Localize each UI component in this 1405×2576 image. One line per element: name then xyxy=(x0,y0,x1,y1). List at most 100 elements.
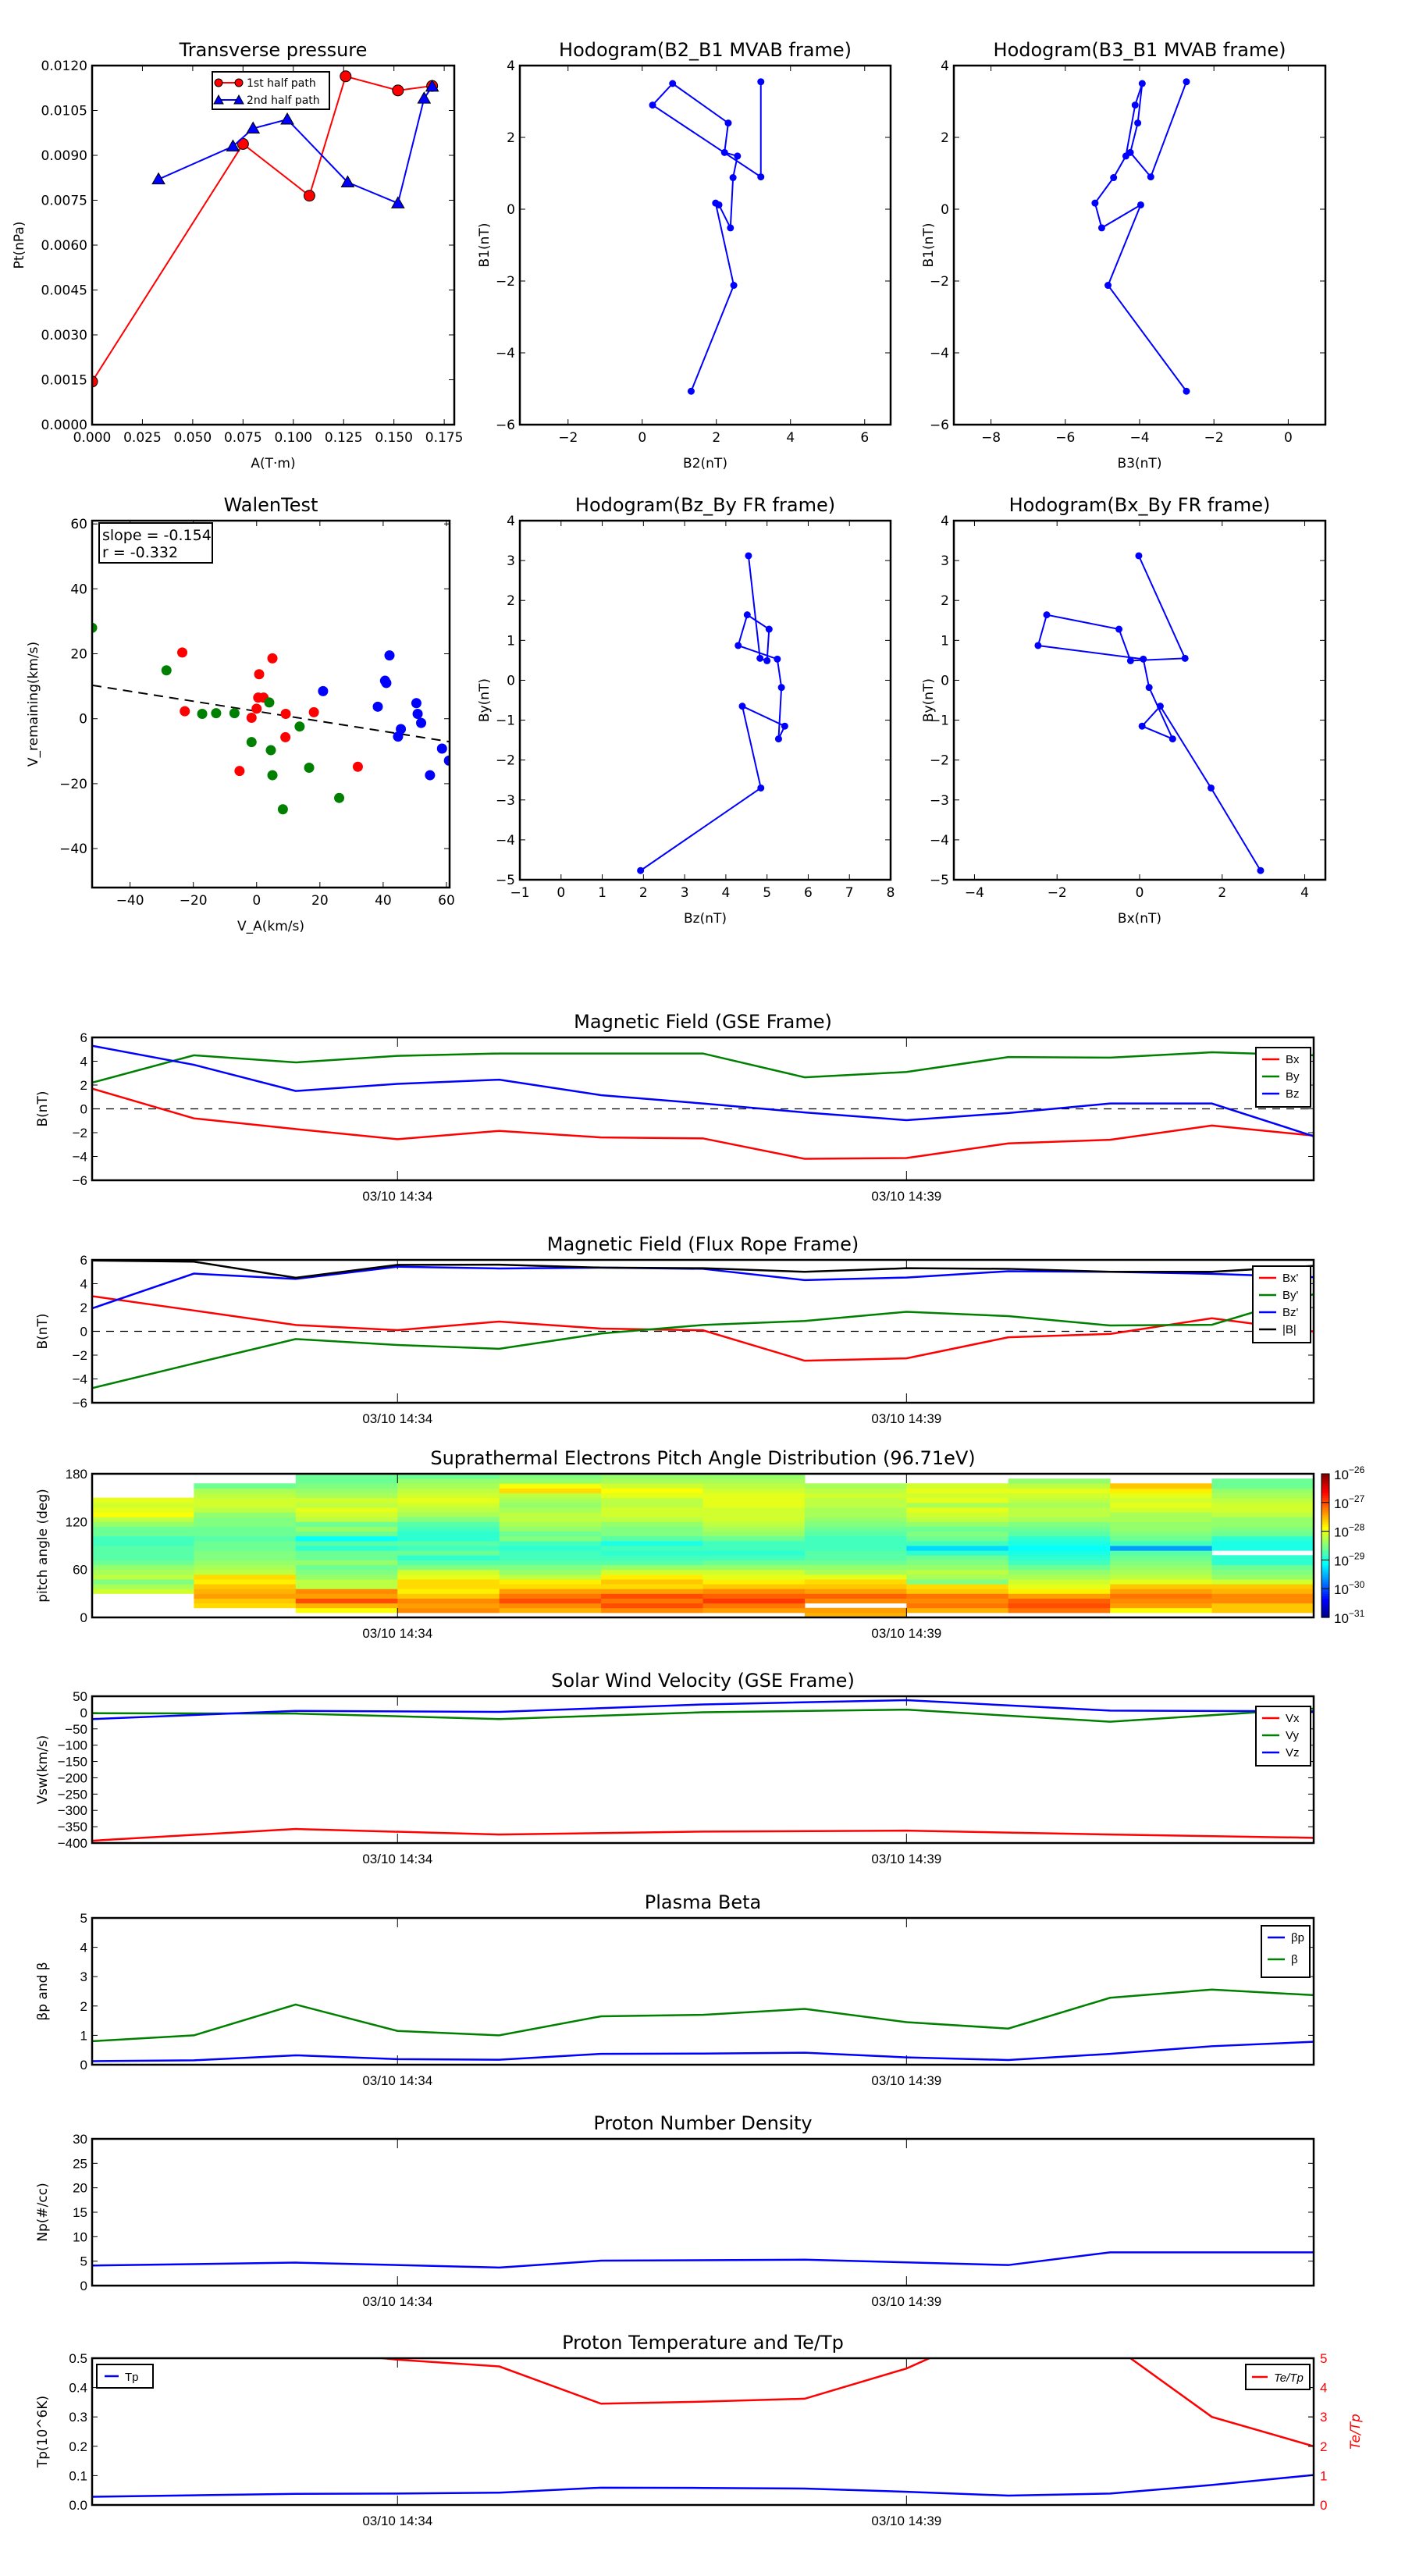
x-tick-label: −20 xyxy=(180,893,208,909)
heatmap-cell xyxy=(1008,1564,1111,1571)
heatmap-cell xyxy=(397,1478,500,1484)
heatmap-cell xyxy=(499,1483,602,1489)
heatmap-cell xyxy=(397,1607,500,1614)
heatmap-cell xyxy=(1110,1502,1213,1508)
y-tick-label: 2 xyxy=(80,1999,87,2014)
data-point xyxy=(729,174,737,182)
heatmap-cell xyxy=(804,1607,907,1614)
colorbar-segment xyxy=(1321,1593,1329,1596)
heatmap-cell xyxy=(702,1483,806,1489)
heatmap-cell xyxy=(1211,1531,1314,1537)
fit-line xyxy=(91,684,450,743)
heatmap-cell xyxy=(1110,1488,1213,1494)
colorbar-segment xyxy=(1321,1546,1329,1549)
heatmap-cell xyxy=(499,1607,602,1614)
legend-marker xyxy=(233,94,244,105)
heatmap-cell xyxy=(1110,1593,1213,1599)
heatmap-cell xyxy=(1211,1574,1314,1580)
x-tick-label: 5 xyxy=(763,885,771,901)
legend-label: β xyxy=(1291,1953,1298,1966)
chart-title: Magnetic Field (Flux Rope Frame) xyxy=(547,1233,859,1255)
heatmap-cell xyxy=(1211,1598,1314,1604)
heatmap-cell xyxy=(804,1578,907,1585)
chart-solar-wind-velocity: Solar Wind Velocity (GSE Frame) −400 −350 −… xyxy=(35,1670,1315,1866)
heatmap-cell xyxy=(1110,1550,1213,1556)
colorbar-segment xyxy=(1321,1610,1329,1614)
colorbar-segment xyxy=(1321,1521,1329,1525)
heatmap-cell xyxy=(295,1564,398,1571)
series-line-Vz xyxy=(92,1699,1314,1720)
heatmap-cell xyxy=(702,1560,806,1566)
series-line-1st-half-path xyxy=(91,75,432,382)
heatmap-cell xyxy=(397,1517,500,1522)
heatmap-cell xyxy=(1211,1535,1314,1542)
heatmap-cell xyxy=(397,1589,500,1594)
heatmap-cell xyxy=(194,1488,297,1494)
y-tick-label: 0 xyxy=(80,2058,87,2073)
colorbar-segment xyxy=(1321,1519,1329,1522)
heatmap-cell xyxy=(499,1569,602,1575)
colorbar-segment xyxy=(1321,1497,1329,1501)
data-point xyxy=(340,70,352,83)
series-line-Np xyxy=(92,2251,1314,2269)
heatmap-cell xyxy=(1008,1603,1111,1609)
heatmap-cell xyxy=(1110,1526,1213,1532)
heatmap-cell xyxy=(1008,1593,1111,1599)
annotation-box xyxy=(98,522,213,564)
y-tick-label: 0.3 xyxy=(69,2410,87,2425)
y-tick-label: −100 xyxy=(58,1738,87,1753)
x-tick-label: 0 xyxy=(252,893,261,909)
colorbar-segment xyxy=(1321,1507,1329,1510)
x-tick-label: 7 xyxy=(845,885,854,901)
y-tick-label: 0.0015 xyxy=(41,373,87,389)
scatter-point xyxy=(334,792,345,803)
heatmap-cell xyxy=(804,1488,907,1494)
scatter-point xyxy=(425,770,436,781)
heatmap-cell xyxy=(194,1584,297,1589)
heatmap-cell xyxy=(295,1569,398,1575)
colorbar-segment xyxy=(1321,1550,1329,1553)
heatmap-cell xyxy=(295,1593,398,1599)
y-tick-label: 5 xyxy=(80,2254,87,2269)
y-tick-label: −200 xyxy=(58,1770,87,1785)
heatmap-cell xyxy=(397,1578,500,1585)
y-tick-label: 2 xyxy=(507,593,515,609)
data-point xyxy=(151,172,165,185)
heatmap-cell xyxy=(499,1593,602,1599)
r-label: r = -0.332 xyxy=(102,544,178,561)
heatmap-cell xyxy=(906,1607,1009,1614)
x-tick-label: 03/10 14:39 xyxy=(871,2073,941,2088)
chart-hodogram-bz-by: Hodogram(Bz_By FR frame) −5 −4 −3 −2 −1 0 1 2 3 4 −… xyxy=(477,494,895,927)
colorbar-segment xyxy=(1321,1586,1329,1589)
heatmap-cell xyxy=(92,1560,194,1566)
scatter-point xyxy=(246,737,257,748)
heatmap-cell xyxy=(702,1526,806,1532)
y-tick-label: 2 xyxy=(941,593,949,609)
colorbar-segment xyxy=(1321,1574,1329,1578)
data-point xyxy=(781,722,788,730)
slope-label: slope = -0.154 xyxy=(102,527,212,544)
y-tick-label: −350 xyxy=(58,1820,87,1834)
heatmap-cell xyxy=(295,1560,398,1566)
data-point xyxy=(757,78,765,86)
scatter-point xyxy=(277,804,288,815)
heatmap-cell xyxy=(499,1488,602,1494)
heatmap-cell xyxy=(702,1593,806,1599)
x-tick-label: 0 xyxy=(638,430,646,446)
heatmap-cell xyxy=(1110,1521,1213,1527)
heatmap-cell xyxy=(499,1526,602,1532)
data-point xyxy=(425,79,439,92)
heatmap-cell xyxy=(804,1560,907,1566)
heatmap-cell xyxy=(1211,1478,1314,1484)
heatmap-cell xyxy=(1008,1560,1111,1566)
x-tick-label: 03/10 14:34 xyxy=(362,2514,432,2528)
chart-magnetic-field-fr: Magnetic Field (Flux Rope Frame) −6 −4 −2 0 2… xyxy=(35,1233,1315,1426)
heatmap-cell xyxy=(702,1478,806,1484)
data-point xyxy=(1183,387,1190,395)
heatmap-cell xyxy=(295,1555,398,1560)
y-tick-label: −250 xyxy=(58,1787,87,1802)
heatmap-cell xyxy=(295,1589,398,1594)
legend-label: Tp xyxy=(125,2371,139,2384)
heatmap-cell xyxy=(601,1517,703,1522)
y-tick-label: 0 xyxy=(941,202,949,218)
